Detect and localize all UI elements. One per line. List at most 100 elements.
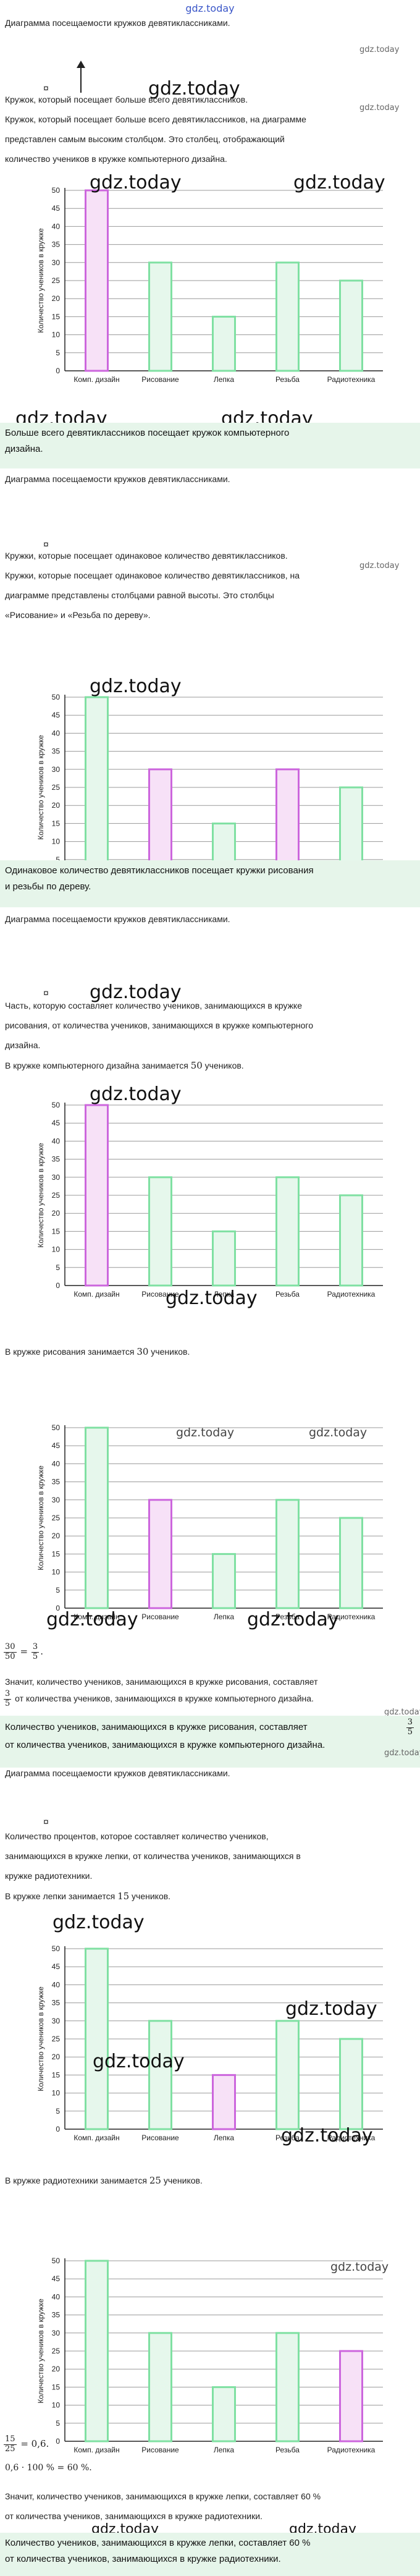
step-line: В кружке компьютерного дизайна занимаетс… — [5, 1060, 244, 1071]
y-tick-label: 50 — [52, 1101, 61, 1109]
section-title: Диаграмма посещаемости кружков девятикла… — [5, 1768, 230, 1778]
x-tick-label: Рисование — [141, 2446, 179, 2454]
y-tick-label: 50 — [52, 693, 61, 701]
bar — [212, 1230, 236, 1287]
y-tick-label: 45 — [52, 204, 61, 213]
x-tick-label: Радиотехника — [327, 1290, 376, 1299]
y-tick-label: 15 — [52, 1227, 61, 1235]
answer-box: Одинаковое количество девятиклассников п… — [0, 860, 420, 907]
watermark-large: gdz.today — [93, 2051, 185, 2072]
chart-svg: 0 5 10 15 20 25 30 35 40 45 50 Комп. дизайн Рисовани… — [36, 186, 383, 384]
x-tick-label: Резьба — [275, 375, 300, 384]
answer-box: Больше всего девятиклассников посещает к… — [0, 423, 420, 468]
watermark-large: gdz.today — [247, 1609, 339, 1630]
answer-line: Количество учеников, занимающихся в круж… — [5, 2538, 311, 2548]
bar-chart: 0 5 10 15 20 25 30 35 40 45 50 Комп. дизайн Рисовани… — [36, 179, 408, 392]
y-tick-label: 25 — [52, 2347, 61, 2355]
bar — [275, 261, 300, 372]
x-tick-label: Лепка — [214, 1612, 235, 1621]
bar — [275, 1499, 300, 1609]
y-tick-label: 45 — [52, 1119, 61, 1127]
x-tick-label: Лепка — [214, 2133, 235, 2142]
y-tick-label: 0 — [56, 2125, 60, 2133]
y-tick-label: 45 — [52, 1441, 61, 1450]
y-tick-label: 5 — [56, 2107, 60, 2116]
y-tick-label: 15 — [52, 2070, 61, 2079]
y-tick-label: 5 — [56, 2419, 60, 2428]
bar — [212, 2386, 236, 2443]
watermark-small: gdz.today — [359, 103, 400, 112]
bar — [148, 1176, 172, 1287]
bullet-mark: ¤ — [43, 540, 49, 550]
answer-box: Количество учеников, занимающихся в круж… — [0, 1716, 420, 1768]
y-tick-label: 10 — [52, 331, 61, 339]
answer-line: Больше всего девятиклассников посещает к… — [5, 428, 290, 438]
y-tick-label: 10 — [52, 1568, 61, 1577]
y-tick-label: 30 — [52, 1173, 61, 1182]
x-tick-label: Лепка — [214, 375, 235, 384]
question: Кружки, которые посещает одинаковое коли… — [5, 551, 288, 561]
y-tick-label: 25 — [52, 276, 61, 285]
bar — [148, 261, 172, 372]
y-tick-label: 25 — [52, 1191, 61, 1200]
y-tick-label: 0 — [56, 1604, 60, 1612]
y-tick-label: 45 — [52, 2274, 61, 2283]
x-tick-label: Рисование — [141, 2133, 179, 2142]
y-tick-label: 10 — [52, 1245, 61, 1254]
y-tick-label: 40 — [52, 729, 61, 737]
y-axis-label: Количество учеников в кружке — [36, 1986, 45, 2091]
y-tick-label: 35 — [52, 1478, 61, 1486]
fraction-equation: 15 25 = 0,6. — [4, 2434, 49, 2454]
x-tick-label: Резьба — [275, 2446, 300, 2454]
y-axis-label: Количество учеников в кружке — [36, 1465, 45, 1570]
y-tick-label: 40 — [52, 1137, 61, 1145]
x-tick-label: Рисование — [141, 1612, 179, 1621]
x-tick-label: Комп. дизайн — [74, 1612, 119, 1621]
watermark-large: gdz.today — [148, 78, 240, 100]
explanation-line: диаграмме представлены столбцами равной … — [5, 590, 274, 600]
bar — [85, 696, 109, 879]
bar — [85, 189, 109, 372]
y-tick-label: 20 — [52, 801, 61, 810]
answer-line: от количества учеников, занимающихся в к… — [5, 1739, 326, 1750]
watermark-medium: gdz.today — [176, 1426, 235, 1439]
conclusion-line: Значит, количество учеников, занимающихс… — [5, 2491, 321, 2501]
watermark-large: gdz.today — [90, 981, 182, 1003]
y-tick-label: 5 — [56, 1263, 60, 1272]
y-tick-label: 20 — [52, 2365, 61, 2373]
x-tick-label: Комп. дизайн — [74, 1290, 119, 1299]
y-axis-label: Количество учеников в кружке — [36, 228, 45, 333]
bar-chart: 0 5 10 15 20 25 30 35 40 45 50 Комп. дизайн Рисовани… — [36, 1938, 408, 2151]
x-tick-label: Рисование — [141, 1290, 179, 1299]
section-title: Диаграмма посещаемости кружков девятикла… — [5, 18, 230, 28]
y-tick-label: 0 — [56, 1281, 60, 1290]
question-line: Количество процентов, которое составляет… — [5, 1831, 269, 1841]
y-tick-label: 50 — [52, 186, 61, 195]
y-tick-label: 35 — [52, 2311, 61, 2320]
y-tick-label: 50 — [52, 1944, 61, 1953]
site-logo[interactable]: gdz.today — [185, 2, 235, 14]
bar — [148, 1499, 172, 1609]
watermark-medium: gdz.today — [309, 1426, 368, 1439]
y-axis-label: Количество учеников в кружке — [36, 2298, 45, 2404]
watermark-large: gdz.today — [52, 1912, 145, 1933]
watermark-large: gdz.today — [90, 1083, 182, 1105]
bar — [339, 1194, 363, 1287]
y-tick-label: 15 — [52, 1549, 61, 1558]
watermark-small: gdz.today — [384, 1708, 420, 1717]
watermark-small: gdz.today — [384, 1748, 420, 1758]
x-tick-label: Комп. дизайн — [74, 375, 119, 384]
x-tick-label: Комп. дизайн — [74, 2446, 119, 2454]
x-tick-label: Лепка — [214, 2446, 235, 2454]
watermark-large: gdz.today — [90, 676, 182, 697]
y-tick-label: 5 — [56, 855, 60, 864]
bar — [275, 2020, 300, 2130]
x-tick-label: Радиотехника — [327, 2446, 376, 2454]
x-tick-label: Резьба — [275, 1612, 300, 1621]
bar — [339, 2350, 363, 2443]
y-tick-label: 5 — [56, 349, 60, 357]
watermark-large: gdz.today — [166, 1287, 258, 1309]
watermark-medium: gdz.today — [330, 2260, 389, 2274]
y-tick-label: 35 — [52, 1155, 61, 1164]
